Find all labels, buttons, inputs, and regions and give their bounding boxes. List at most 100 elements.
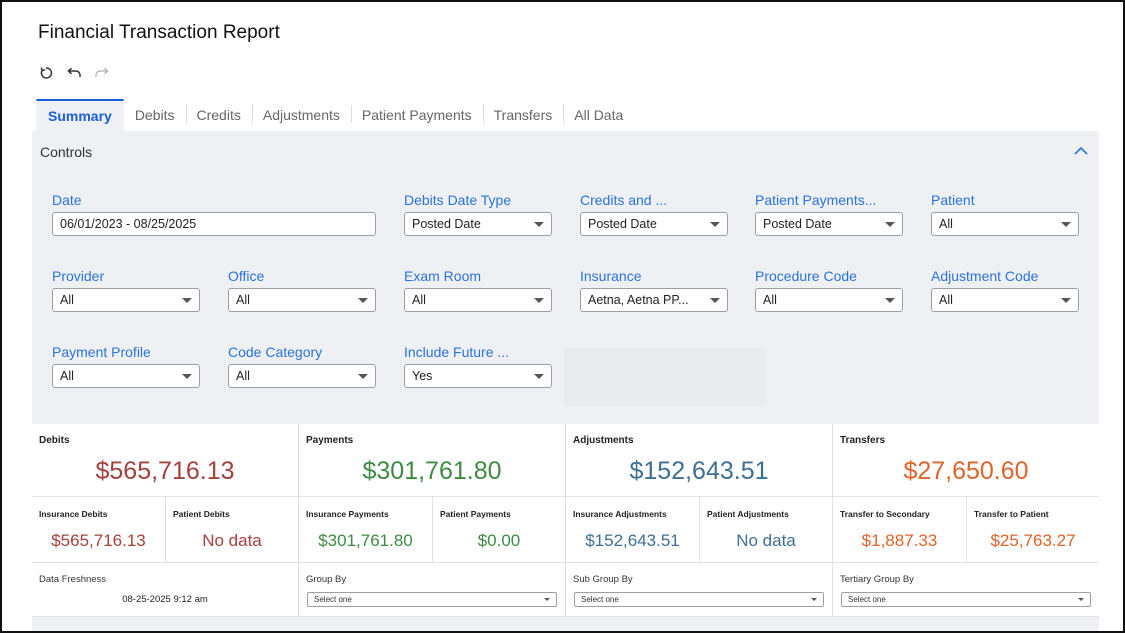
debits-total: $565,716.13 [95, 457, 235, 485]
card-label: Transfer to Secondary [840, 509, 930, 519]
adjustment-code-select[interactable]: All [931, 288, 1079, 312]
filter-label: Include Future ... [404, 344, 510, 360]
insurance-select[interactable]: Aetna, Aetna PP... [580, 288, 728, 312]
filter-label: Patient Payments... [755, 192, 877, 208]
filter-label: Insurance [580, 268, 642, 284]
debits-date-type-select[interactable]: Posted Date [404, 212, 552, 236]
patient-payments-value: $0.00 [477, 531, 521, 550]
code-category-select[interactable]: All [228, 364, 376, 388]
filter-value: Posted Date [412, 217, 481, 231]
redo-icon[interactable] [94, 65, 110, 81]
procedure-code-select[interactable]: All [755, 288, 903, 312]
filter-value: Posted Date [763, 217, 832, 231]
chevron-down-icon [182, 297, 192, 303]
chevron-down-icon [358, 297, 368, 303]
card-label: Adjustments [573, 435, 634, 446]
filter-value: All [412, 293, 426, 307]
adjustments-card: Adjustments $152,643.51 [566, 424, 833, 497]
filter-label: Adjustment Code [931, 268, 1039, 284]
filter-value: All [763, 293, 777, 307]
filter-label: Code Category [228, 344, 323, 360]
group-by-select[interactable]: Select one [307, 592, 557, 607]
chevron-down-icon [534, 297, 544, 303]
chevron-down-icon [1061, 297, 1071, 303]
sub-group-by-control: Sub Group By Select one [566, 563, 833, 617]
insurance-payments-card: Insurance Payments $301,761.80 [299, 497, 433, 563]
filter-adjustment-code: Adjustment Code All [931, 268, 1079, 312]
filter-date: Date 06/01/2023 - 08/25/2025 [52, 192, 376, 236]
date-range-input[interactable]: 06/01/2023 - 08/25/2025 [52, 212, 376, 236]
chevron-down-icon [811, 598, 817, 601]
tab-patient-payments[interactable]: Patient Payments [350, 99, 483, 131]
group-by-label: Group By [306, 574, 347, 585]
credits-date-type-select[interactable]: Posted Date [580, 212, 728, 236]
insurance-adjustments-value: $152,643.51 [585, 531, 680, 550]
chevron-down-icon [710, 297, 720, 303]
history-toolbar [38, 65, 110, 81]
tab-all-data[interactable]: All Data [563, 99, 634, 131]
filter-value: All [236, 293, 250, 307]
insurance-payments-value: $301,761.80 [318, 531, 413, 550]
filter-label: Office [228, 268, 265, 284]
tab-summary[interactable]: Summary [36, 99, 124, 131]
chevron-down-icon [182, 373, 192, 379]
sub-group-by-label: Sub Group By [573, 574, 633, 585]
patient-payments-date-type-select[interactable]: Posted Date [755, 212, 903, 236]
controls-heading: Controls [40, 144, 93, 160]
filter-label: Credits and ... [580, 192, 668, 208]
transfer-patient-card: Transfer to Patient $25,763.27 [967, 497, 1099, 563]
adjustments-total: $152,643.51 [629, 457, 769, 485]
placeholder-block [564, 348, 766, 406]
select-value: Select one [581, 595, 619, 604]
tab-credits[interactable]: Credits [185, 99, 252, 131]
include-future-select[interactable]: Yes [404, 364, 552, 388]
filter-value: All [939, 293, 953, 307]
select-value: Select one [314, 595, 352, 604]
filter-value: Posted Date [588, 217, 657, 231]
exam-room-select[interactable]: All [404, 288, 552, 312]
transfer-patient-value: $25,763.27 [990, 531, 1076, 550]
patient-payments-card: Patient Payments $0.00 [433, 497, 566, 563]
filter-provider: Provider All [52, 268, 200, 312]
filter-value: 06/01/2023 - 08/25/2025 [60, 217, 197, 231]
chevron-down-icon [1078, 598, 1084, 601]
chevron-down-icon [358, 373, 368, 379]
card-label: Insurance Payments [306, 509, 389, 519]
transfer-secondary-card: Transfer to Secondary $1,887.33 [833, 497, 967, 563]
chevron-down-icon [534, 373, 544, 379]
filter-include-future: Include Future ... Yes [404, 344, 552, 388]
patient-select[interactable]: All [931, 212, 1079, 236]
tab-adjustments[interactable]: Adjustments [251, 99, 351, 131]
card-label: Transfers [840, 435, 886, 446]
transfers-card: Transfers $27,650.60 [833, 424, 1099, 497]
patient-debits-value: No data [202, 531, 262, 550]
card-label: Patient Payments [440, 509, 511, 519]
chevron-down-icon [1061, 221, 1071, 227]
tab-debits[interactable]: Debits [134, 107, 175, 123]
chevron-up-icon[interactable] [1073, 144, 1089, 158]
undo-icon[interactable] [66, 65, 82, 81]
report-tabs: Summary Debits Credits Adjustments Patie… [36, 99, 634, 131]
tab-transfers[interactable]: Transfers [482, 99, 564, 131]
refresh-icon[interactable] [38, 65, 54, 81]
filter-credits-date-type: Credits and ... Posted Date [580, 192, 728, 236]
filter-value: All [236, 369, 250, 383]
filter-value: All [939, 217, 953, 231]
payment-profile-select[interactable]: All [52, 364, 200, 388]
card-label: Patient Debits [173, 509, 230, 519]
freshness-timestamp: 08-25-2025 9:12 am [122, 594, 208, 605]
debits-card: Debits $565,716.13 [32, 424, 299, 497]
sub-group-by-select[interactable]: Select one [574, 592, 824, 607]
tertiary-group-by-select[interactable]: Select one [841, 592, 1091, 607]
chevron-down-icon [710, 221, 720, 227]
card-label: Insurance Adjustments [573, 509, 667, 519]
filter-label: Date [52, 192, 82, 208]
select-value: Select one [848, 595, 886, 604]
office-select[interactable]: All [228, 288, 376, 312]
transfer-secondary-value: $1,887.33 [861, 531, 938, 550]
filter-office: Office All [228, 268, 376, 312]
provider-select[interactable]: All [52, 288, 200, 312]
tertiary-group-by-label: Tertiary Group By [840, 574, 914, 585]
panel-footer-strip [32, 617, 1099, 631]
